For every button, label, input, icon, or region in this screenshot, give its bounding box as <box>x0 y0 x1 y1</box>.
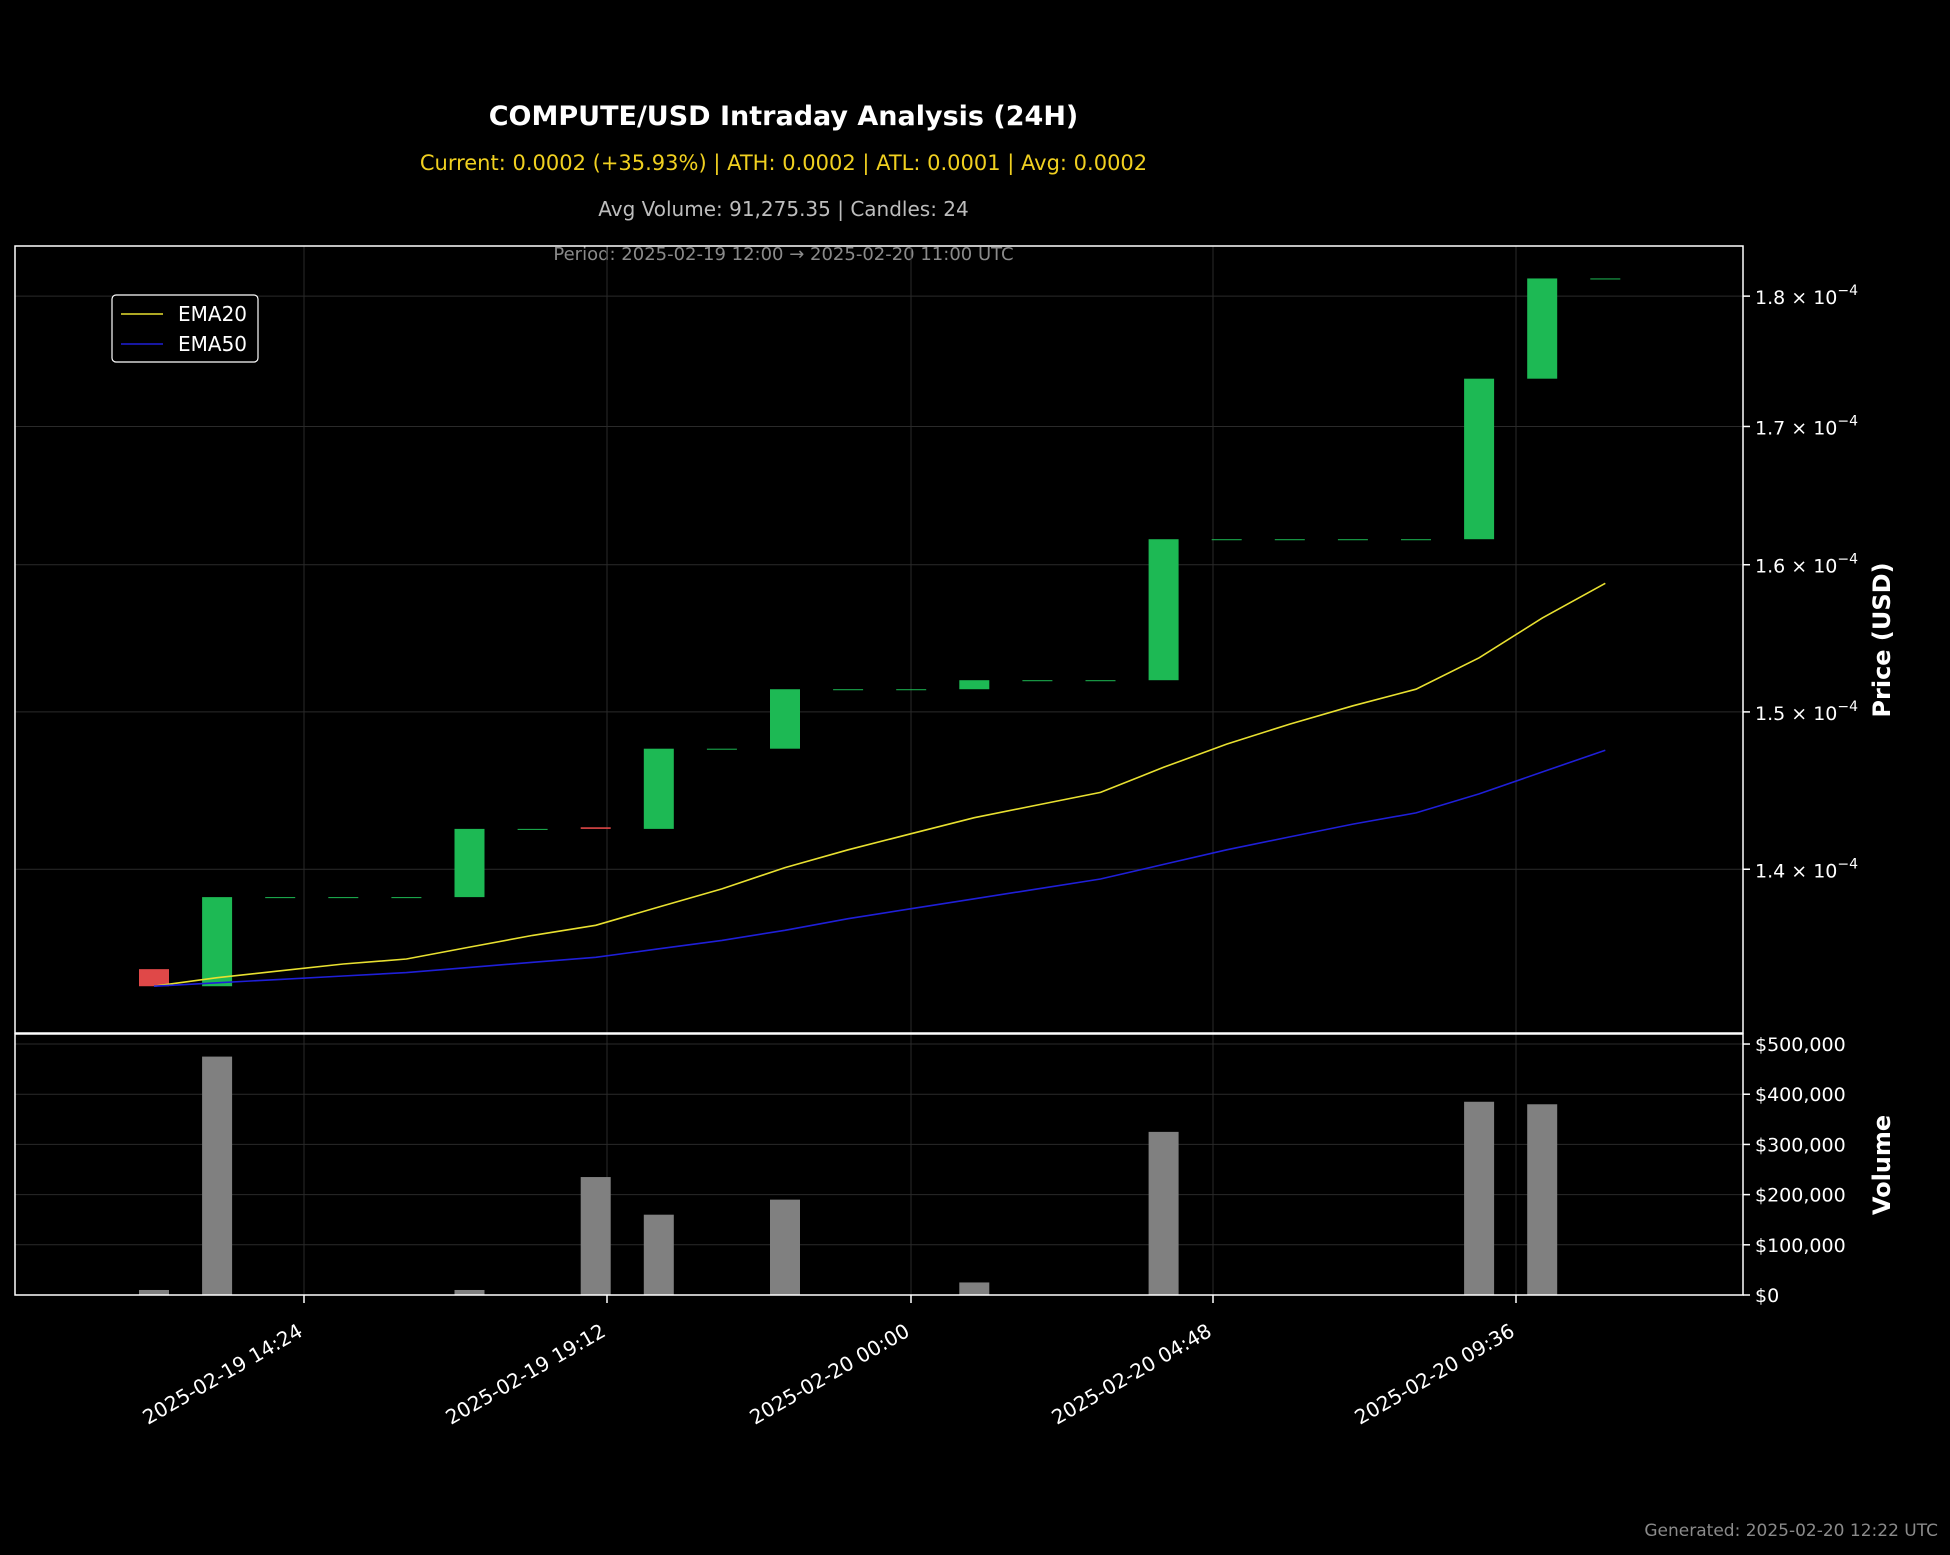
volume-bar <box>643 1214 674 1295</box>
candle-up <box>959 680 990 690</box>
x-tick-label: 2025-02-20 00:00 <box>745 1319 913 1430</box>
candle-up <box>202 897 233 987</box>
volume-bar <box>580 1177 611 1295</box>
candle-up <box>833 689 864 691</box>
candle-up <box>1401 539 1431 541</box>
price-tick-label: 1.5 × 10−4 <box>1755 699 1858 725</box>
volume-tick-label: $200,000 <box>1755 1185 1846 1207</box>
x-tick-label: 2025-02-20 04:48 <box>1047 1319 1215 1430</box>
candle-up <box>391 897 422 899</box>
candle-up <box>1148 539 1179 681</box>
volume-tick-label: $100,000 <box>1755 1235 1846 1257</box>
legend-label-ema50: EMA50 <box>178 332 247 356</box>
candle-up <box>1085 680 1116 682</box>
volume-info-line: Avg Volume: 91,275.35 | Candles: 24 <box>598 197 969 221</box>
candle-up <box>1337 539 1368 541</box>
price-tick-label: 1.7 × 10−4 <box>1755 413 1858 439</box>
x-tick-label: 2025-02-20 09:36 <box>1350 1319 1518 1430</box>
candle-up <box>328 897 359 899</box>
volume-axis-label: Volume <box>1868 1115 1896 1215</box>
volume-tick-label: $0 <box>1755 1285 1779 1307</box>
volume-bar <box>1148 1131 1179 1295</box>
candle-up <box>1464 378 1495 540</box>
candle-up <box>454 828 485 898</box>
candle-up <box>1274 539 1305 541</box>
candle-up <box>265 897 296 899</box>
volume-bar <box>770 1199 800 1295</box>
price-axis-label: Price (USD) <box>1868 562 1896 717</box>
volume-bar <box>1464 1101 1495 1295</box>
period-line: Period: 2025-02-19 12:00 → 2025-02-20 11… <box>553 244 1014 265</box>
candle-up <box>896 689 927 691</box>
price-tick-label: 1.8 × 10−4 <box>1755 283 1858 309</box>
volume-bar <box>139 1289 169 1295</box>
price-tick-label: 1.6 × 10−4 <box>1755 552 1858 578</box>
price-tick-label: 1.4 × 10−4 <box>1755 856 1858 882</box>
volume-tick-label: $300,000 <box>1755 1134 1846 1156</box>
volume-panel-frame <box>14 1033 1744 1296</box>
x-tick-label: 2025-02-19 19:12 <box>441 1319 609 1430</box>
generated-footer: Generated: 2025-02-20 12:22 UTC <box>1644 1521 1938 1541</box>
page-title: COMPUTE/USD Intraday Analysis (24H) <box>488 101 1079 132</box>
volume-bar <box>959 1282 990 1295</box>
volume-tick-label: $500,000 <box>1755 1034 1846 1056</box>
candle-up <box>1527 278 1558 379</box>
candle-up <box>706 748 737 750</box>
candle-up <box>1022 680 1053 682</box>
ema50-line <box>153 749 1606 987</box>
volume-bar <box>202 1056 233 1295</box>
candle-up <box>1211 539 1242 541</box>
candle-up <box>1590 278 1621 280</box>
candle-down <box>139 969 169 987</box>
legend-label-ema20: EMA20 <box>178 302 247 326</box>
price-panel-frame <box>14 245 1744 1034</box>
volume-tick-label: $400,000 <box>1755 1084 1846 1106</box>
x-tick-label: 2025-02-19 14:24 <box>138 1319 306 1430</box>
legend-box <box>111 294 259 363</box>
candle-up <box>770 689 800 749</box>
ema20-line <box>153 582 1606 987</box>
volume-bar <box>454 1289 485 1295</box>
candle-down <box>580 827 611 829</box>
stats-line: Current: 0.0002 (+35.93%) | ATH: 0.0002 … <box>419 151 1148 175</box>
candle-up <box>517 828 548 830</box>
candle-up <box>643 748 674 829</box>
volume-bar <box>1527 1104 1558 1295</box>
